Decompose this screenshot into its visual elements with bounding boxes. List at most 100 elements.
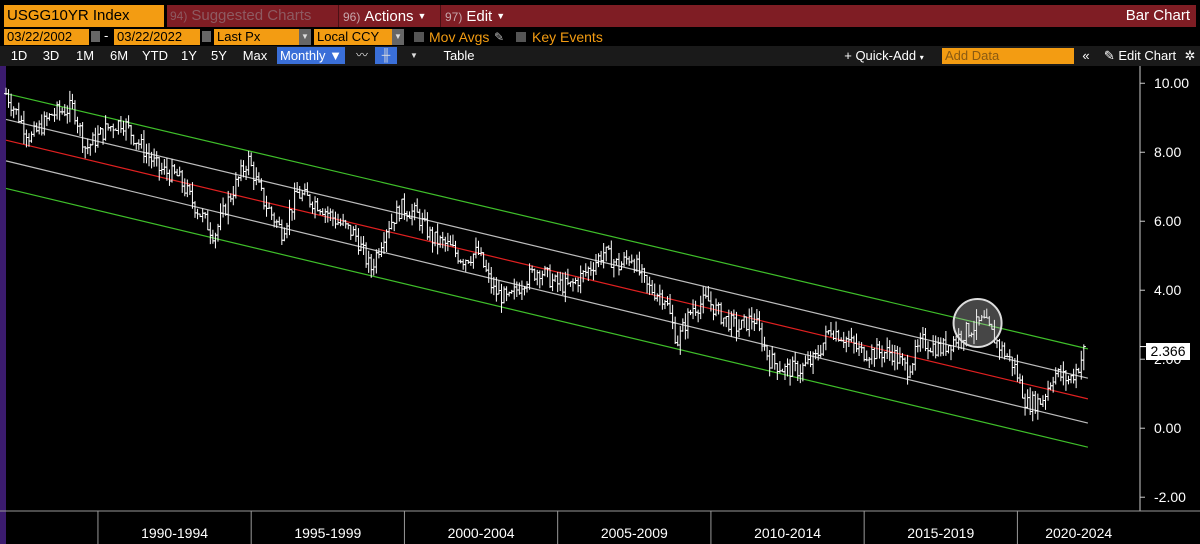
price-bar: [42, 111, 47, 136]
calendar-icon[interactable]: [91, 31, 100, 42]
price-bar: [494, 277, 499, 302]
mov-avgs-label: Mov Avgs: [429, 29, 490, 45]
price-bar: [1071, 368, 1076, 384]
price-bar: [565, 268, 570, 286]
price-bar: [60, 107, 65, 115]
add-data-input[interactable]: Add Data: [942, 48, 1074, 64]
x-period-label: 1995-1999: [294, 525, 361, 541]
actions-menu[interactable]: 96) Actions ▼: [338, 5, 434, 27]
price-bar: [629, 254, 634, 264]
x-period-label: 2010-2014: [754, 525, 821, 541]
price-bar: [200, 208, 205, 223]
price-bar: [433, 231, 438, 247]
price-bar: [890, 344, 895, 366]
currency-dropdown-icon[interactable]: ▼: [392, 29, 404, 45]
price-bar: [724, 316, 729, 328]
price-bar: [828, 322, 833, 337]
price-bar: [410, 203, 415, 226]
price-bar: [264, 195, 269, 217]
period-button-ytd[interactable]: YTD: [142, 48, 168, 63]
chart-style-dropdown-icon[interactable]: ▼: [410, 51, 418, 60]
period-button-3d[interactable]: 3D: [42, 48, 60, 63]
price-bar: [1081, 344, 1086, 371]
period-button-1m[interactable]: 1M: [75, 48, 95, 63]
end-date-field[interactable]: 03/22/2022: [114, 29, 200, 45]
price-bar: [696, 309, 701, 323]
price-bar: [537, 270, 542, 289]
calendar-icon-end[interactable]: [202, 31, 211, 42]
key-events-checkbox[interactable]: [516, 32, 526, 42]
line-chart-icon[interactable]: 〰: [355, 48, 368, 62]
settings-gear-icon[interactable]: ✲: [1184, 48, 1196, 63]
price-bar: [111, 123, 116, 139]
x-period-label: 2015-2019: [907, 525, 974, 541]
period-button-6m[interactable]: 6M: [109, 48, 129, 63]
price-bar: [435, 223, 440, 255]
mov-avgs-checkbox[interactable]: [414, 32, 424, 42]
price-bar: [448, 235, 453, 246]
price-bar: [279, 219, 284, 245]
price-bar: [387, 221, 392, 239]
price-bar: [885, 337, 890, 359]
price-bar: [55, 101, 60, 120]
price-bar: [141, 130, 146, 164]
price-chart[interactable]: 10.008.006.004.002.000.00-2.001990-19941…: [0, 66, 1200, 544]
price-bar: [1058, 364, 1063, 382]
price-bar: [670, 304, 675, 330]
price-bar: [496, 280, 501, 295]
price-bar: [221, 197, 226, 218]
price-bar: [560, 272, 565, 295]
currency-select[interactable]: Local CCY: [314, 29, 404, 45]
period-button-5y[interactable]: 5Y: [211, 48, 227, 63]
price-bar: [846, 330, 851, 348]
price-bar: [450, 234, 455, 247]
price-bar: [1046, 380, 1051, 401]
price-bar: [811, 351, 816, 374]
bar-chart-icon[interactable]: ╫: [375, 47, 397, 64]
collapse-icon[interactable]: «: [1082, 48, 1090, 63]
price-bar: [98, 127, 103, 135]
price-bar: [821, 342, 826, 356]
price-bar: [425, 212, 430, 240]
price-bar: [67, 90, 72, 123]
price-bar: [154, 151, 159, 167]
inner-band-lower: [5, 160, 1089, 424]
table-button[interactable]: Table: [443, 48, 475, 63]
highlight-circle: [952, 297, 1003, 348]
price-bar: [185, 179, 190, 198]
price-bar: [78, 122, 83, 137]
period-button-1d[interactable]: 1D: [10, 48, 28, 63]
price-bar: [936, 337, 941, 357]
price-bar: [32, 121, 37, 137]
price-bar: [1079, 350, 1084, 380]
price-bar: [382, 232, 386, 255]
period-button-max[interactable]: Max: [242, 48, 268, 63]
quick-add-button[interactable]: + Quick-Add ▾: [844, 48, 924, 63]
edit-chart-button[interactable]: ✎ Edit Chart: [1103, 48, 1177, 63]
x-period-label: 1990-1994: [141, 525, 208, 541]
x-period-label: 2000-2004: [448, 525, 515, 541]
pencil-icon[interactable]: ✎: [494, 30, 505, 44]
price-bar: [926, 341, 931, 360]
last-price-tag: 2.366: [1146, 343, 1190, 360]
ticker-field[interactable]: USGG10YR Index: [4, 5, 164, 27]
price-field-select[interactable]: Last Px: [214, 29, 308, 45]
edit-menu[interactable]: 97) Edit ▼: [440, 5, 512, 27]
price-bar: [823, 325, 828, 351]
price-field-dropdown-icon[interactable]: ▼: [299, 29, 311, 45]
y-tick-label: 0.00: [1154, 420, 1181, 436]
frequency-select[interactable]: Monthly ▼: [277, 47, 345, 64]
start-date-field[interactable]: 03/22/2002: [4, 29, 89, 45]
price-bar: [369, 253, 374, 278]
actions-num: 96): [343, 10, 361, 24]
price-bar: [254, 167, 259, 186]
price-bar: [583, 263, 588, 277]
price-bar: [599, 250, 604, 266]
period-button-1y[interactable]: 1Y: [181, 48, 197, 63]
price-bar: [542, 265, 547, 277]
price-bar: [121, 120, 126, 136]
price-bar: [443, 236, 448, 252]
price-bar: [540, 270, 545, 286]
price-bar: [765, 345, 770, 361]
suggested-charts-button[interactable]: 94) Suggested Charts: [170, 5, 330, 27]
